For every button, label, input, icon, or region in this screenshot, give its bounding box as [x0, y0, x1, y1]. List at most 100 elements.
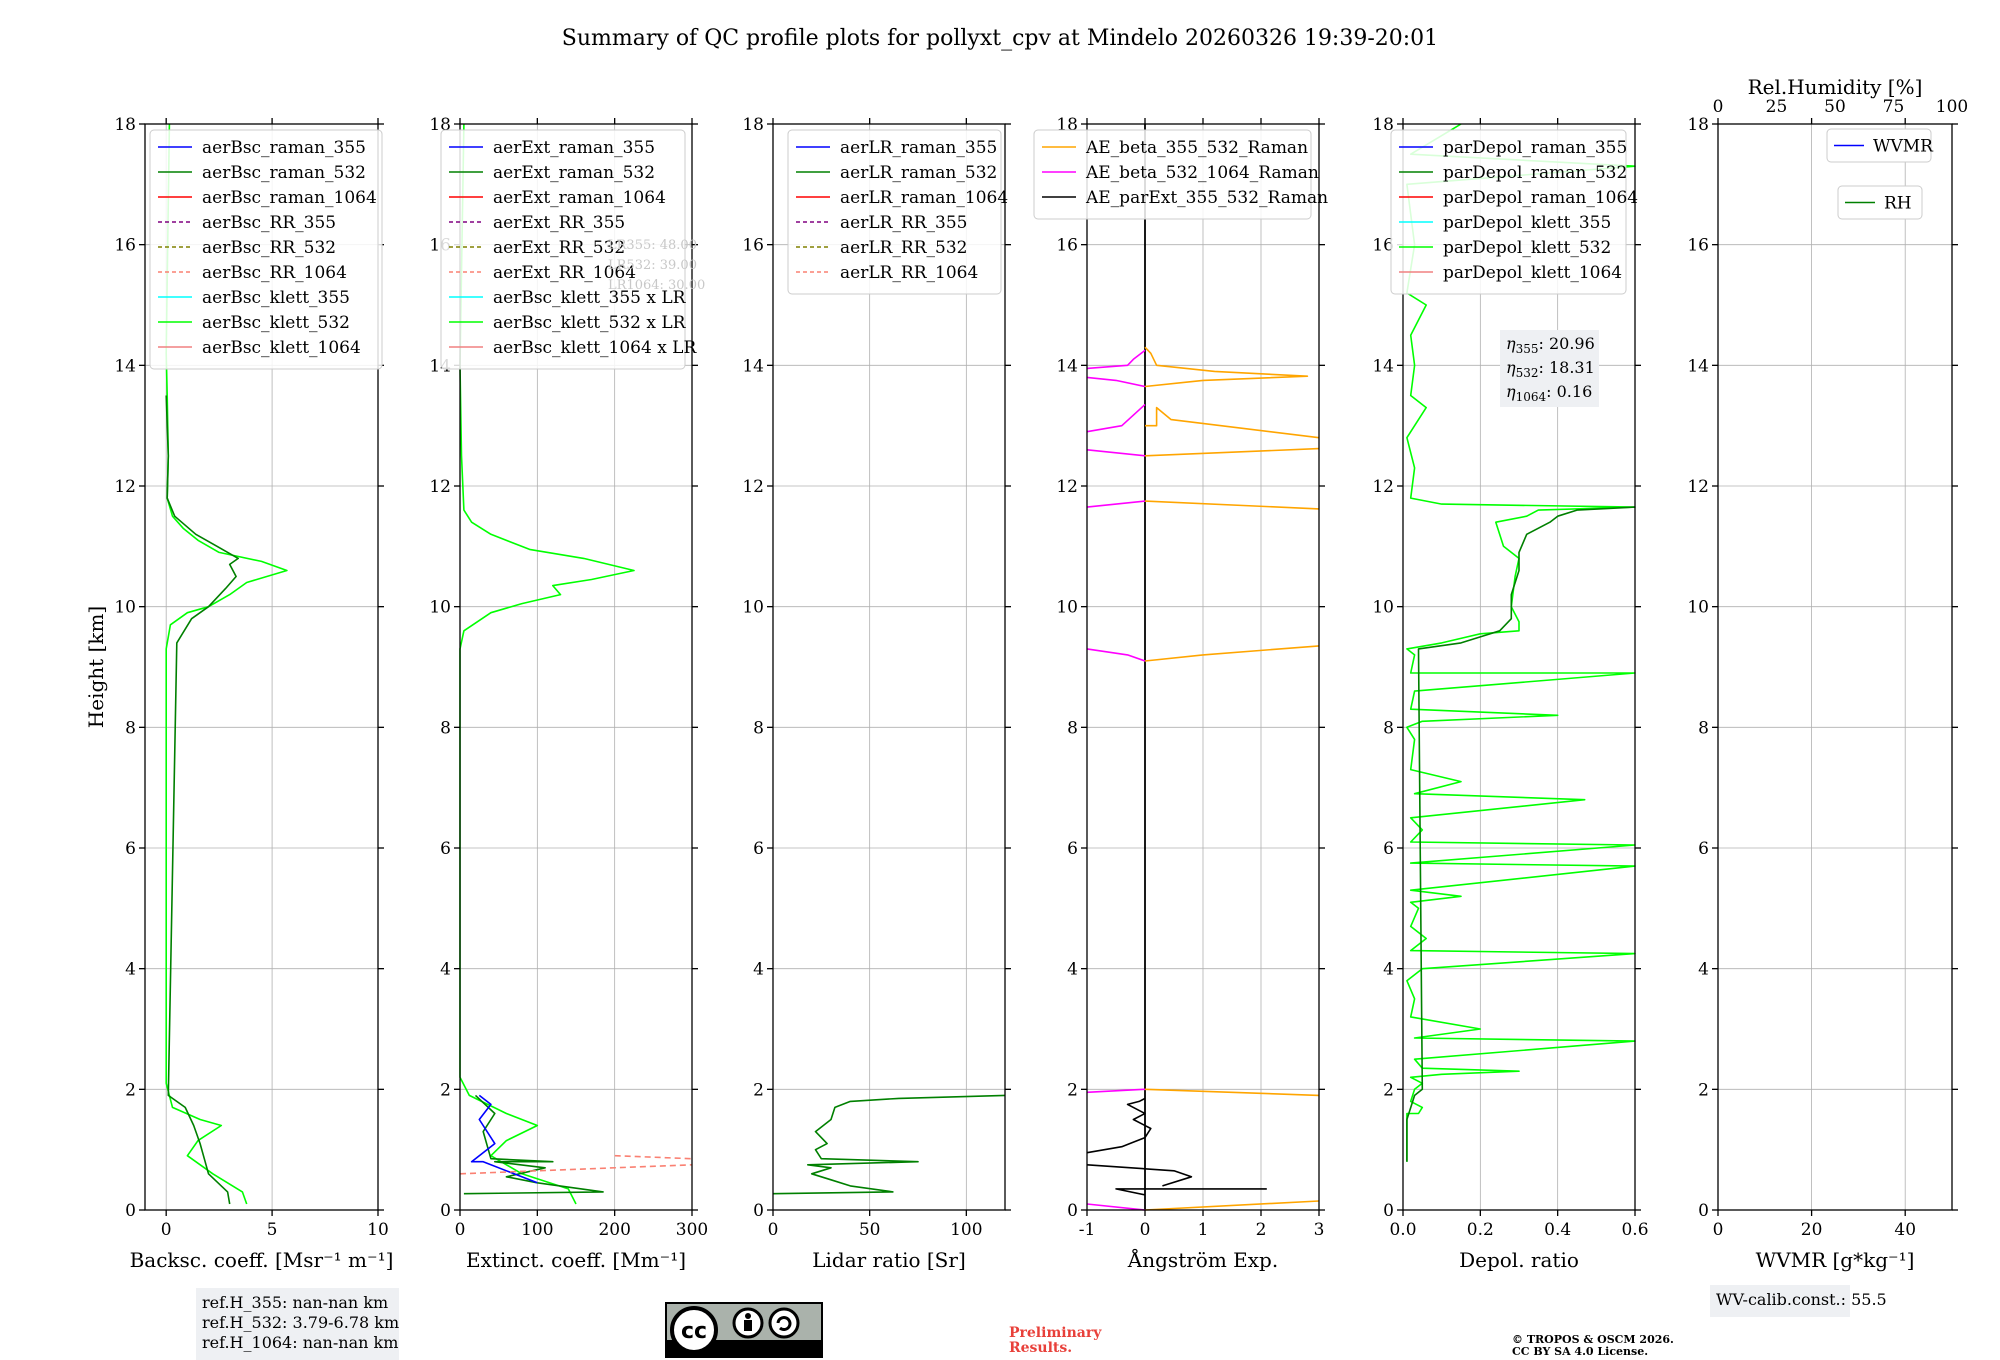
- top-x-tick-label: 0: [1713, 97, 1724, 117]
- x-tick-label: 300: [676, 1220, 708, 1240]
- series-line-ae-beta-532-1064-raman: [1086, 376, 1146, 388]
- y-tick-label: 12: [429, 477, 451, 497]
- eta-value: : 20.96: [1539, 334, 1595, 353]
- y-tick-label: 0: [1383, 1201, 1394, 1221]
- x-axis-label: Extinct. coeff. [Mm⁻¹]: [466, 1248, 686, 1272]
- x-tick-label: 3: [1314, 1220, 1325, 1240]
- legend-label: aerBsc_RR_1064: [202, 263, 347, 283]
- y-tick-label: 4: [1383, 960, 1394, 980]
- y-tick-label: 10: [742, 598, 764, 618]
- y-tick-label: 6: [440, 839, 451, 859]
- legend-wvmr: WVMR: [1826, 128, 1934, 163]
- series-line-pardepol-raman-532: [1406, 506, 1636, 1162]
- series-line-ae-beta-532-1064-raman: [1086, 1203, 1146, 1211]
- panel-lidar_ratio: 0 2 4 6 8 10 12 14 16 18 0 50 100 Lidar ratio [Sr] aer…: [742, 115, 1011, 1272]
- series-line-ae-parext-355-532-raman: [1086, 1097, 1152, 1154]
- y-tick-label: 6: [1698, 839, 1709, 859]
- y-tick-label: 18: [1372, 115, 1394, 135]
- legend-backscatter: aerBsc_raman_355 aerBsc_raman_532 aerBsc_r…: [149, 129, 383, 370]
- y-tick-label: 12: [1372, 477, 1394, 497]
- legend-label: aerBsc_klett_355 x LR: [493, 288, 687, 308]
- y-tick-label: 12: [1056, 477, 1078, 497]
- legend-label: aerBsc_RR_532: [202, 238, 336, 258]
- legend-label: parDepol_klett_355: [1443, 213, 1611, 233]
- y-tick-label: 18: [742, 115, 764, 135]
- annotation-line: WV-calib.const.: 55.5: [1716, 1290, 1887, 1309]
- x-tick-label: 0.4: [1544, 1220, 1571, 1240]
- legend-label: AE_beta_355_532_Raman: [1085, 138, 1308, 158]
- y-tick-label: 2: [753, 1080, 764, 1100]
- footer: cc BY SA Preliminary Results. © TROPOS &…: [665, 1302, 1674, 1358]
- y-tick-label: 16: [1687, 236, 1709, 256]
- eta-value: : 18.31: [1539, 358, 1595, 377]
- y-tick-label: 14: [1687, 356, 1709, 376]
- axes-frame: [144, 123, 379, 1211]
- legend-box: [1390, 129, 1627, 295]
- x-tick-label: 0: [1140, 1220, 1151, 1240]
- y-tick-label: 10: [1687, 598, 1709, 618]
- legend-label: aerBsc_klett_1064: [202, 338, 361, 358]
- y-tick-label: 8: [125, 718, 136, 738]
- legend-label: aerBsc_raman_1064: [202, 188, 377, 208]
- annotation-box-bg: [1710, 1285, 1850, 1317]
- x-tick-label: 0.0: [1389, 1220, 1416, 1240]
- x-tick-label: 10: [367, 1220, 389, 1240]
- legend-label: parDepol_raman_532: [1443, 163, 1627, 183]
- series-line-ae-beta-355-532-raman: [1144, 1200, 1320, 1211]
- x-tick-label: 2: [1256, 1220, 1267, 1240]
- legend-label: aerBsc_raman_355: [202, 138, 366, 158]
- legend-label: aerBsc_klett_355: [202, 288, 350, 308]
- series-line-aerext-rr-1064: [459, 1164, 693, 1175]
- annotation-line: ref.H_1064: nan-nan km: [202, 1333, 398, 1352]
- legend-box: [1826, 128, 1932, 163]
- y-tick-label: 8: [1383, 718, 1394, 738]
- legend-label: RH: [1884, 194, 1912, 214]
- y-tick-label: 18: [114, 115, 136, 135]
- y-tick-label: 0: [440, 1201, 451, 1221]
- y-tick-label: 14: [114, 356, 136, 376]
- sa-arrow: [776, 1316, 792, 1331]
- y-tick-label: 12: [114, 477, 136, 497]
- figure-title: Summary of QC profile plots for pollyxt_…: [562, 26, 1438, 51]
- y-tick-label: 0: [1698, 1201, 1709, 1221]
- cc-license-badge: cc BY SA: [665, 1302, 823, 1358]
- annotation-box-wvmr: WV-calib.const.: 55.5: [1710, 1285, 1887, 1317]
- legend-label: aerExt_RR_355: [493, 213, 625, 233]
- y-tick-label: 6: [753, 839, 764, 859]
- legend-label: aerBsc_klett_1064 x LR: [493, 338, 697, 358]
- by-person-body: [744, 1320, 752, 1331]
- y-tick-label: 10: [114, 598, 136, 618]
- x-tick-label: 5: [267, 1220, 278, 1240]
- preliminary-line1: Preliminary: [1009, 1325, 1102, 1341]
- y-tick-label: 16: [1372, 236, 1394, 256]
- legend-label: WVMR: [1873, 137, 1934, 157]
- y-tick-label: 8: [753, 718, 764, 738]
- y-tick-label: 12: [742, 477, 764, 497]
- y-tick-label: 0: [1067, 1201, 1078, 1221]
- y-tick-label: 4: [1067, 960, 1078, 980]
- eta-line: η355: 20.96: [1506, 334, 1595, 356]
- copyright-line1: © TROPOS & OSCM 2026.: [1512, 1333, 1674, 1346]
- eta-line: η1064: 0.16: [1506, 382, 1592, 404]
- legend-depol: parDepol_raman_355 parDepol_raman_532 parD…: [1390, 129, 1638, 295]
- legend-label: parDepol_klett_532: [1443, 238, 1611, 258]
- legend-label: aerLR_raman_355: [840, 138, 997, 158]
- cc-icon-glyph: cc: [681, 1319, 707, 1344]
- y-tick-label: 14: [1372, 356, 1394, 376]
- y-tick-label: 4: [125, 960, 136, 980]
- series-line-ae-beta-355-532-raman: [1144, 645, 1320, 662]
- y-tick-label: 8: [440, 718, 451, 738]
- legend-box: [149, 129, 383, 370]
- y-tick-label: 8: [1067, 718, 1078, 738]
- eta-subscript: 1064: [1516, 390, 1547, 404]
- y-tick-label: 10: [1056, 598, 1078, 618]
- y-tick-label: 10: [1372, 598, 1394, 618]
- x-tick-label: 200: [598, 1220, 630, 1240]
- legend-angstrom: AE_beta_355_532_Raman AE_beta_532_1064_Ra…: [1033, 129, 1328, 220]
- y-tick-label: 18: [1687, 115, 1709, 135]
- series-line-ae-beta-355-532-raman: [1144, 1088, 1320, 1097]
- legend-box: [1033, 129, 1312, 220]
- legend-extinction: aerExt_raman_355 aerExt_raman_532 aerExt_r…: [440, 129, 697, 370]
